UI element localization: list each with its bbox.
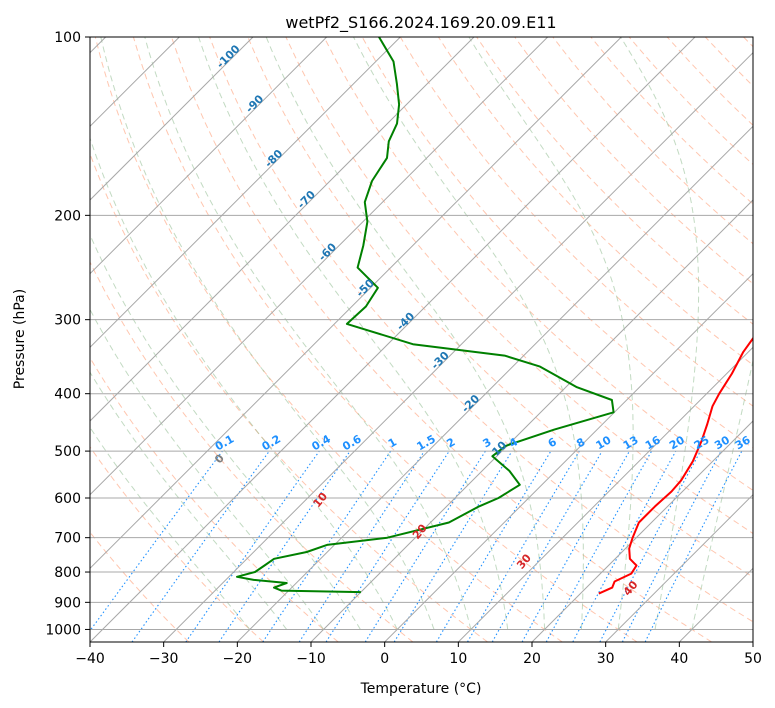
chart-title: wetPf2_S166.2024.169.20.09.E11 (285, 13, 556, 33)
dry-adiabat (94, 37, 563, 642)
x-tick-label: 30 (597, 651, 615, 667)
dry-adiabat (90, 446, 264, 642)
x-tick-label: 40 (670, 651, 688, 667)
x-tick-label: 10 (449, 651, 467, 667)
y-tick-label: 1000 (45, 622, 81, 638)
isotherm-line (90, 37, 549, 496)
y-tick-label: 500 (54, 444, 81, 460)
y-tick-label: 800 (54, 565, 81, 581)
mixing-ratio-line (393, 450, 513, 642)
temperature-trace (598, 336, 753, 595)
isotherm-line (384, 272, 753, 642)
mixing-ratio-line (262, 450, 392, 642)
x-tick-label: −40 (75, 651, 105, 667)
y-tick-label: 100 (54, 30, 81, 46)
y-tick-label: 200 (54, 208, 81, 224)
dry-adiabat (90, 260, 414, 642)
x-tick-label: 50 (744, 651, 762, 667)
grid (90, 37, 753, 642)
moist-adiabat (100, 37, 435, 630)
dry-adiabat (285, 37, 753, 535)
moist-adiabat (90, 308, 324, 630)
mixing-ratio-line (325, 450, 450, 642)
mixing-ratio-line (131, 450, 270, 642)
background-lines (90, 37, 753, 642)
isotherm-line (90, 37, 401, 349)
x-tick-label: 0 (380, 651, 389, 667)
moist-adiabat (90, 371, 288, 630)
isotherm-line (90, 37, 328, 275)
moist-adiabat (691, 358, 753, 630)
traces (236, 37, 753, 595)
moist-adiabat (90, 233, 361, 630)
dry-adiabat (171, 37, 712, 642)
isotherm-line (457, 346, 753, 642)
isotherm-line (531, 420, 753, 642)
x-axis-label: Temperature (°C) (360, 681, 482, 697)
dry-adiabat (476, 37, 753, 325)
isotherm-line (236, 125, 753, 642)
moist-adiabat (468, 37, 634, 630)
y-tick-label: 900 (54, 595, 81, 611)
x-axis: −40 −30 −20 −10 0 10 20 30 40 50 (75, 642, 762, 667)
x-tick-label: −10 (296, 651, 326, 667)
dry-adiabat (90, 356, 339, 642)
moist-adiabat (90, 136, 398, 630)
y-tick-label: 600 (54, 491, 81, 507)
isotherm-line (90, 37, 475, 422)
plot-frame (89, 36, 754, 643)
moist-adiabat (620, 37, 700, 630)
mixing-ratio-line (572, 450, 677, 642)
y-tick-label: 700 (54, 531, 81, 547)
dry-adiabat (209, 37, 753, 623)
moist-adiabat (198, 37, 509, 630)
dewpoint-trace (236, 37, 615, 594)
mixing-ratio-line (185, 450, 320, 642)
y-axis-label: Pressure (hPa) (12, 289, 28, 389)
isotherm-line (90, 37, 696, 642)
moist-adiabat (265, 37, 546, 630)
dry-adiabat (514, 37, 753, 285)
mixing-ratio-line (90, 450, 223, 632)
isotherm-line (163, 51, 753, 642)
y-axis: 100 200 300 400 500 600 700 800 900 1000 (45, 30, 90, 638)
y-tick-label: 400 (54, 387, 81, 403)
dry-adiabat (247, 37, 753, 578)
isotherm-line (605, 493, 753, 642)
mixing-ratio-line (545, 450, 653, 642)
mixing-ratio-line (644, 450, 743, 642)
isotherm-line (90, 37, 622, 570)
x-tick-label: −20 (223, 651, 253, 667)
moist-adiabat (144, 37, 472, 630)
mixing-ratio-line (218, 450, 351, 642)
y-tick-label: 300 (54, 313, 81, 329)
moist-adiabat (353, 37, 584, 630)
mixing-ratio-line (298, 450, 425, 642)
isotherm-line (310, 199, 753, 642)
dry-adiabat (323, 37, 753, 491)
isotherm-line (90, 37, 254, 201)
mixing-ratio-line (521, 450, 630, 642)
dry-adiabat (132, 37, 638, 642)
x-tick-label: −30 (149, 651, 179, 667)
moist-adiabat (90, 426, 251, 630)
x-tick-label: 20 (523, 651, 541, 667)
